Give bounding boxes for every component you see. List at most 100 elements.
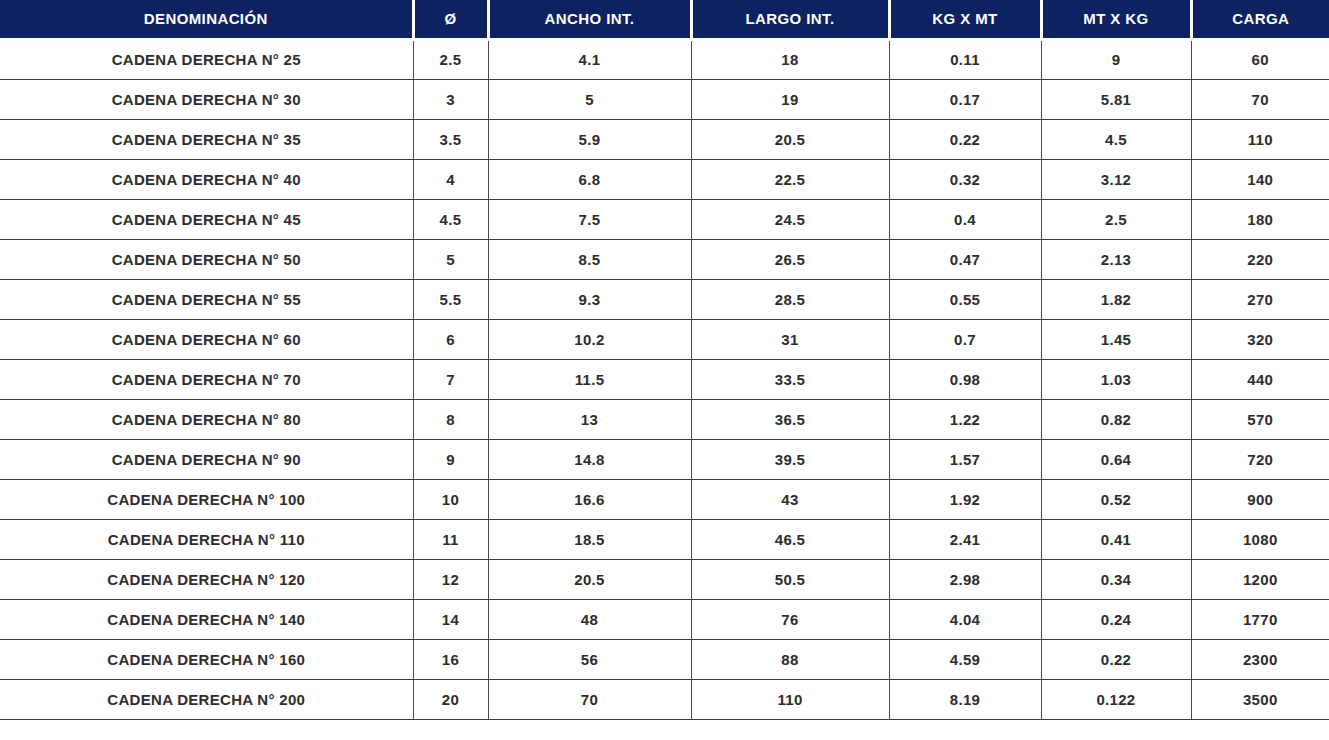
cell-carga: 3500 <box>1191 679 1329 719</box>
column-header-largo-int: LARGO INT. <box>691 0 889 39</box>
cell-diametro: 7 <box>413 359 488 399</box>
cell-denominacion: CADENA DERECHA N° 110 <box>0 519 413 559</box>
cell-kg-x-mt: 1.22 <box>889 399 1041 439</box>
cell-denominacion: CADENA DERECHA N° 120 <box>0 559 413 599</box>
cell-kg-x-mt: 0.55 <box>889 279 1041 319</box>
table-row: CADENA DERECHA N° 60610.2310.71.45320 <box>0 319 1329 359</box>
cell-diametro: 11 <box>413 519 488 559</box>
cell-denominacion: CADENA DERECHA N° 100 <box>0 479 413 519</box>
cell-ancho-int: 13 <box>488 399 691 439</box>
column-header-ancho-int: ANCHO INT. <box>488 0 691 39</box>
cell-ancho-int: 14.8 <box>488 439 691 479</box>
cell-diametro: 3.5 <box>413 119 488 159</box>
cell-kg-x-mt: 2.98 <box>889 559 1041 599</box>
cell-ancho-int: 8.5 <box>488 239 691 279</box>
cell-largo-int: 88 <box>691 639 889 679</box>
cell-kg-x-mt: 0.11 <box>889 39 1041 79</box>
cell-ancho-int: 16.6 <box>488 479 691 519</box>
cell-carga: 2300 <box>1191 639 1329 679</box>
cell-largo-int: 76 <box>691 599 889 639</box>
table-row: CADENA DERECHA N° 4046.822.50.323.12140 <box>0 159 1329 199</box>
cell-mt-x-kg: 0.24 <box>1041 599 1191 639</box>
cell-mt-x-kg: 2.13 <box>1041 239 1191 279</box>
cell-mt-x-kg: 0.22 <box>1041 639 1191 679</box>
cell-denominacion: CADENA DERECHA N° 50 <box>0 239 413 279</box>
table-row: CADENA DERECHA N° 5058.526.50.472.13220 <box>0 239 1329 279</box>
cell-mt-x-kg: 0.82 <box>1041 399 1191 439</box>
cell-diametro: 6 <box>413 319 488 359</box>
cell-carga: 900 <box>1191 479 1329 519</box>
table-row: CADENA DERECHA N° 1401448764.040.241770 <box>0 599 1329 639</box>
cell-ancho-int: 4.1 <box>488 39 691 79</box>
cell-largo-int: 43 <box>691 479 889 519</box>
column-header-denominacion: DENOMINACIÓN <box>0 0 413 39</box>
cell-mt-x-kg: 0.41 <box>1041 519 1191 559</box>
cell-mt-x-kg: 9 <box>1041 39 1191 79</box>
table-row: CADENA DERECHA N° 1601656884.590.222300 <box>0 639 1329 679</box>
cell-largo-int: 22.5 <box>691 159 889 199</box>
cell-ancho-int: 7.5 <box>488 199 691 239</box>
cell-diametro: 5.5 <box>413 279 488 319</box>
cell-denominacion: CADENA DERECHA N° 55 <box>0 279 413 319</box>
table-body: CADENA DERECHA N° 252.54.1180.11960CADEN… <box>0 39 1329 719</box>
column-header-mt-x-kg: MT X KG <box>1041 0 1191 39</box>
cell-kg-x-mt: 0.47 <box>889 239 1041 279</box>
cell-diametro: 5 <box>413 239 488 279</box>
cell-ancho-int: 5.9 <box>488 119 691 159</box>
cell-ancho-int: 6.8 <box>488 159 691 199</box>
cell-kg-x-mt: 0.17 <box>889 79 1041 119</box>
cell-denominacion: CADENA DERECHA N° 140 <box>0 599 413 639</box>
cell-diametro: 3 <box>413 79 488 119</box>
cell-denominacion: CADENA DERECHA N° 70 <box>0 359 413 399</box>
cell-carga: 320 <box>1191 319 1329 359</box>
cell-mt-x-kg: 3.12 <box>1041 159 1191 199</box>
cell-denominacion: CADENA DERECHA N° 90 <box>0 439 413 479</box>
cell-carga: 110 <box>1191 119 1329 159</box>
cell-ancho-int: 9.3 <box>488 279 691 319</box>
cell-carga: 180 <box>1191 199 1329 239</box>
cell-mt-x-kg: 1.45 <box>1041 319 1191 359</box>
cell-kg-x-mt: 0.7 <box>889 319 1041 359</box>
cell-kg-x-mt: 4.04 <box>889 599 1041 639</box>
cell-kg-x-mt: 0.98 <box>889 359 1041 399</box>
table-row: CADENA DERECHA N° 1201220.550.52.980.341… <box>0 559 1329 599</box>
cell-kg-x-mt: 2.41 <box>889 519 1041 559</box>
cell-denominacion: CADENA DERECHA N° 80 <box>0 399 413 439</box>
cell-largo-int: 39.5 <box>691 439 889 479</box>
cell-mt-x-kg: 0.34 <box>1041 559 1191 599</box>
cell-denominacion: CADENA DERECHA N° 35 <box>0 119 413 159</box>
cell-denominacion: CADENA DERECHA N° 45 <box>0 199 413 239</box>
cell-largo-int: 28.5 <box>691 279 889 319</box>
chain-spec-table-container: DENOMINACIÓN Ø ANCHO INT. LARGO INT. KG … <box>0 0 1329 740</box>
cell-kg-x-mt: 4.59 <box>889 639 1041 679</box>
cell-mt-x-kg: 1.03 <box>1041 359 1191 399</box>
cell-denominacion: CADENA DERECHA N° 30 <box>0 79 413 119</box>
cell-diametro: 2.5 <box>413 39 488 79</box>
cell-ancho-int: 11.5 <box>488 359 691 399</box>
cell-diametro: 14 <box>413 599 488 639</box>
cell-carga: 270 <box>1191 279 1329 319</box>
cell-diametro: 4 <box>413 159 488 199</box>
column-header-diametro: Ø <box>413 0 488 39</box>
cell-diametro: 9 <box>413 439 488 479</box>
cell-largo-int: 18 <box>691 39 889 79</box>
cell-largo-int: 50.5 <box>691 559 889 599</box>
cell-denominacion: CADENA DERECHA N° 200 <box>0 679 413 719</box>
cell-carga: 1080 <box>1191 519 1329 559</box>
cell-diametro: 8 <box>413 399 488 439</box>
cell-ancho-int: 5 <box>488 79 691 119</box>
cell-carga: 440 <box>1191 359 1329 399</box>
table-row: CADENA DERECHA N° 1101118.546.52.410.411… <box>0 519 1329 559</box>
cell-largo-int: 26.5 <box>691 239 889 279</box>
table-row: CADENA DERECHA N° 252.54.1180.11960 <box>0 39 1329 79</box>
cell-diametro: 10 <box>413 479 488 519</box>
cell-mt-x-kg: 0.52 <box>1041 479 1191 519</box>
cell-diametro: 20 <box>413 679 488 719</box>
table-row: CADENA DERECHA N° 20020701108.190.122350… <box>0 679 1329 719</box>
chain-spec-table: DENOMINACIÓN Ø ANCHO INT. LARGO INT. KG … <box>0 0 1329 720</box>
cell-mt-x-kg: 0.122 <box>1041 679 1191 719</box>
table-row: CADENA DERECHA N° 8081336.51.220.82570 <box>0 399 1329 439</box>
cell-carga: 1770 <box>1191 599 1329 639</box>
column-header-carga: CARGA <box>1191 0 1329 39</box>
table-row: CADENA DERECHA N° 353.55.920.50.224.5110 <box>0 119 1329 159</box>
